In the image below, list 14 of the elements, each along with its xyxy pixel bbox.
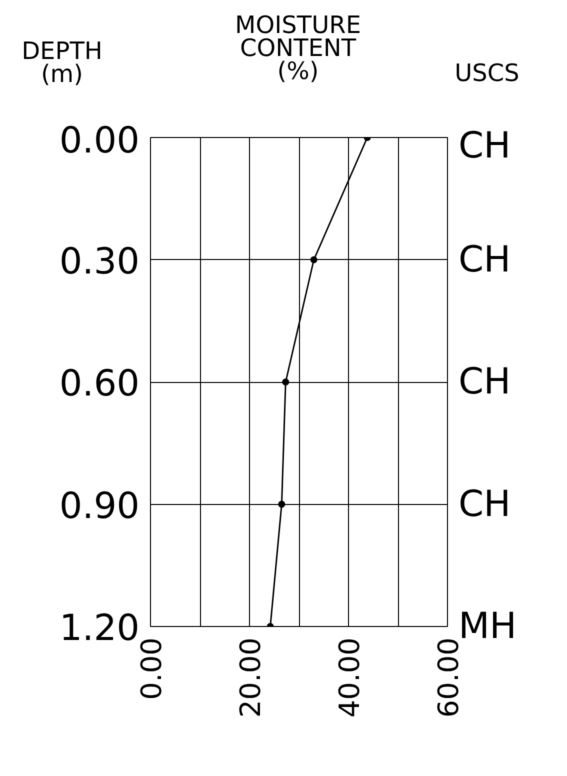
text: CH <box>458 362 511 402</box>
y-tick-label: 0.30 <box>59 241 140 282</box>
chart-title: MOISTURE CONTENT (%) <box>234 11 362 85</box>
text: USCS <box>454 59 520 87</box>
y-axis-title: DEPTH (m) <box>20 37 104 88</box>
text: CH <box>458 484 511 525</box>
text: CH <box>458 239 511 280</box>
y-tick-label: 0.90 <box>59 486 140 527</box>
text: CH <box>458 126 511 166</box>
y-tick-label: 1.20 <box>59 608 140 649</box>
x-tick-label: 40.00 <box>333 637 366 718</box>
x-tick-label: 20.00 <box>234 637 267 718</box>
y-tick-label: 0.00 <box>59 120 140 162</box>
y-tick-label: 0.60 <box>59 364 140 404</box>
